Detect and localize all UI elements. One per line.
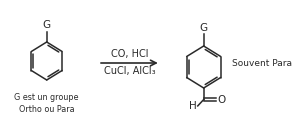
Text: CuCl, AlCl₃: CuCl, AlCl₃ [103,66,155,76]
Text: G: G [43,20,51,30]
Text: O: O [217,95,226,105]
Text: Souvent Para: Souvent Para [232,59,292,68]
Text: G: G [200,23,208,33]
Text: G est un groupe
Ortho ou Para: G est un groupe Ortho ou Para [14,93,79,114]
Text: H: H [189,101,196,111]
Text: CO, HCl: CO, HCl [111,49,148,59]
